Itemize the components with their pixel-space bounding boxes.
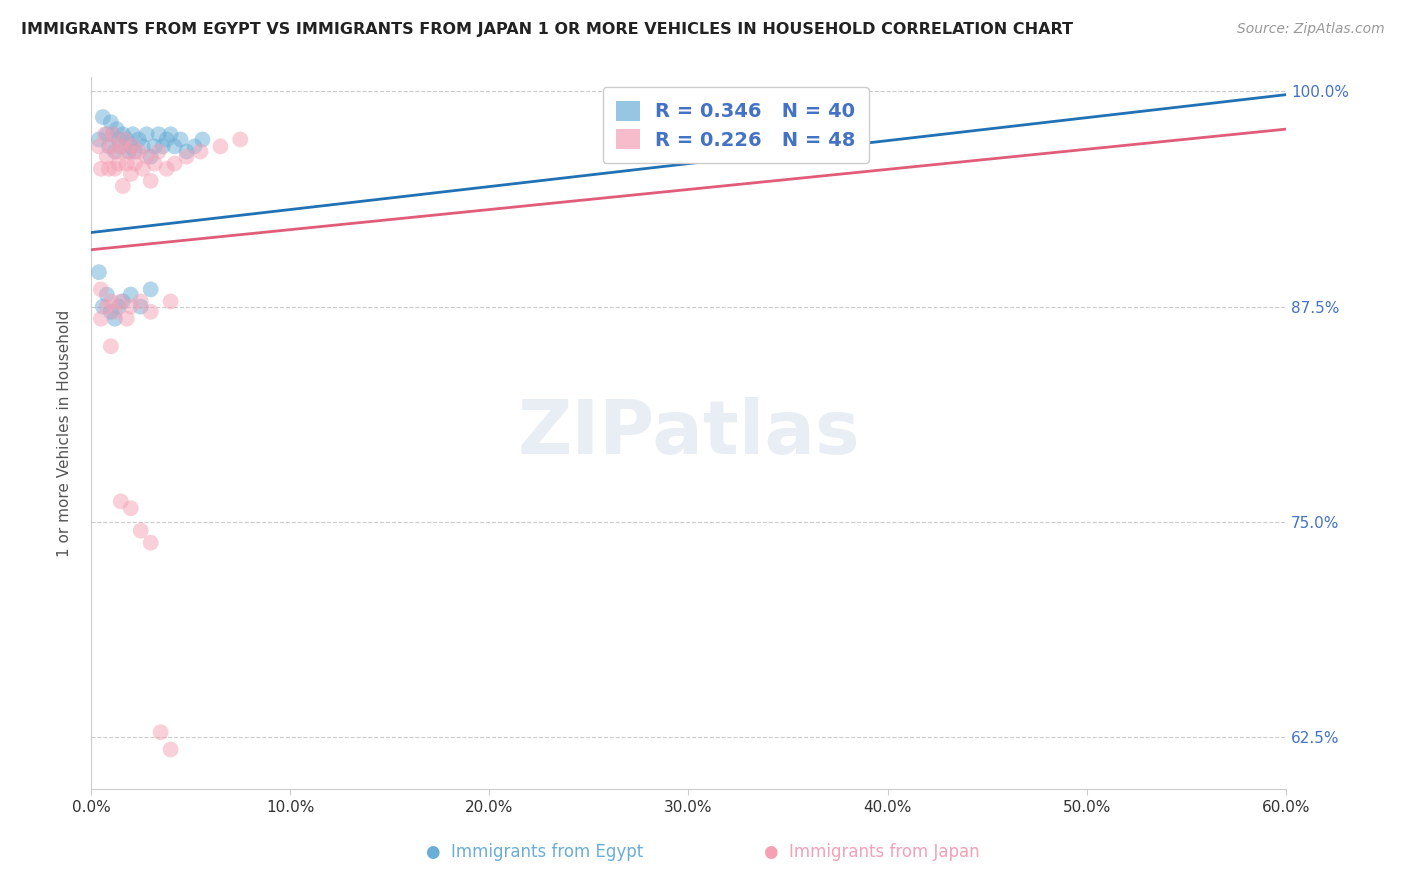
Point [90,161,112,176]
Point [110,139,132,153]
Point [120,139,142,153]
Point [191,132,214,146]
Point [143,156,166,170]
Point [135,128,157,142]
Point [120,300,142,314]
Point [159,742,181,756]
Point [156,132,179,146]
Point [139,305,162,319]
Text: Source: ZipAtlas.com: Source: ZipAtlas.com [1237,22,1385,37]
Point [108,132,131,146]
Point [110,139,132,153]
Point [229,132,252,146]
Point [100,339,122,353]
Point [139,282,162,296]
Point [108,300,131,314]
Point [90,282,112,296]
Point [149,725,172,739]
Point [159,294,181,309]
Point [139,150,162,164]
Point [152,139,174,153]
Point [100,294,122,309]
Point [183,139,205,153]
Point [115,132,138,146]
Point [87,139,110,153]
Point [132,139,155,153]
Point [87,132,110,146]
Point [94,128,117,142]
Point [115,311,138,326]
Point [114,132,136,146]
Point [101,128,124,142]
Point [104,145,127,159]
Point [121,139,143,153]
Point [132,161,155,176]
Point [96,300,118,314]
Point [104,305,127,319]
Point [143,139,166,153]
Point [97,161,120,176]
Y-axis label: 1 or more Vehicles in Household: 1 or more Vehicles in Household [58,310,72,557]
Point [100,115,122,129]
Point [91,110,114,124]
Point [91,300,114,314]
Point [100,139,122,153]
Point [110,494,132,508]
Point [118,145,141,159]
Point [128,145,150,159]
Point [139,174,162,188]
Point [111,179,134,194]
Point [156,161,179,176]
Point [129,300,152,314]
Point [111,128,134,142]
Point [101,128,124,142]
Point [135,150,157,164]
Point [96,287,118,301]
Point [104,311,127,326]
Text: ●  Immigrants from Egypt: ● Immigrants from Egypt [426,843,643,861]
Point [110,294,132,309]
Point [148,145,170,159]
Point [190,145,212,159]
Point [96,128,118,142]
Text: ●  Immigrants from Japan: ● Immigrants from Japan [763,843,980,861]
Point [209,139,232,153]
Point [105,145,128,159]
Point [100,305,122,319]
Text: ZIPatlas: ZIPatlas [517,397,859,470]
Point [97,139,120,153]
Point [115,156,138,170]
Point [108,156,131,170]
Text: IMMIGRANTS FROM EGYPT VS IMMIGRANTS FROM JAPAN 1 OR MORE VEHICLES IN HOUSEHOLD C: IMMIGRANTS FROM EGYPT VS IMMIGRANTS FROM… [21,22,1073,37]
Point [176,150,198,164]
Point [90,311,112,326]
Point [176,145,198,159]
Point [128,132,150,146]
Point [129,294,152,309]
Point [121,128,143,142]
Point [120,167,142,181]
Point [129,524,152,538]
Point [118,145,141,159]
Point [124,156,146,170]
Point [148,128,170,142]
Point [124,145,146,159]
Point [111,294,134,309]
Point [139,535,162,549]
Point [104,161,127,176]
Point [120,501,142,516]
Point [169,132,191,146]
Point [163,156,186,170]
Legend: R = 0.346   N = 40, R = 0.226   N = 48: R = 0.346 N = 40, R = 0.226 N = 48 [603,87,869,163]
Point [159,128,181,142]
Point [87,265,110,279]
Point [105,122,128,136]
Point [120,287,142,301]
Point [163,139,186,153]
Point [96,150,118,164]
